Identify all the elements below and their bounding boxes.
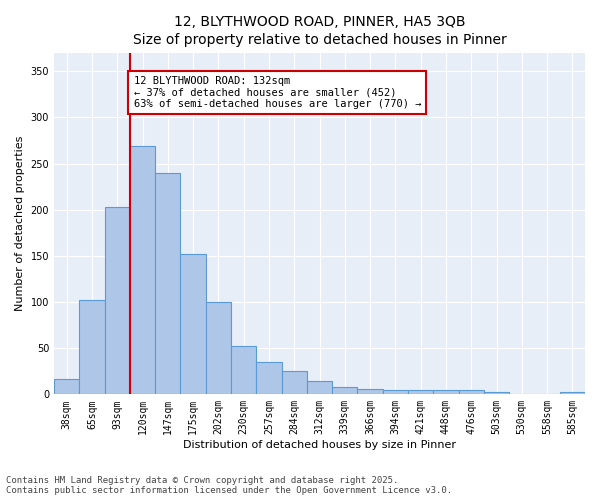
Bar bbox=[458, 390, 484, 394]
Bar bbox=[206, 302, 231, 394]
Title: 12, BLYTHWOOD ROAD, PINNER, HA5 3QB
Size of property relative to detached houses: 12, BLYTHWOOD ROAD, PINNER, HA5 3QB Size… bbox=[133, 15, 506, 48]
Bar bbox=[358, 389, 383, 394]
Bar bbox=[383, 390, 408, 394]
Bar bbox=[130, 146, 155, 394]
Bar bbox=[231, 346, 256, 395]
Bar bbox=[560, 392, 585, 394]
Y-axis label: Number of detached properties: Number of detached properties bbox=[15, 136, 25, 311]
Bar bbox=[256, 362, 281, 394]
Bar bbox=[104, 207, 130, 394]
Text: 12 BLYTHWOOD ROAD: 132sqm
← 37% of detached houses are smaller (452)
63% of semi: 12 BLYTHWOOD ROAD: 132sqm ← 37% of detac… bbox=[134, 76, 421, 109]
Bar bbox=[332, 387, 358, 394]
Text: Contains HM Land Registry data © Crown copyright and database right 2025.
Contai: Contains HM Land Registry data © Crown c… bbox=[6, 476, 452, 495]
Bar bbox=[484, 392, 509, 394]
Bar bbox=[408, 390, 433, 394]
Bar bbox=[155, 173, 181, 394]
X-axis label: Distribution of detached houses by size in Pinner: Distribution of detached houses by size … bbox=[183, 440, 456, 450]
Bar bbox=[281, 372, 307, 394]
Bar bbox=[181, 254, 206, 394]
Bar bbox=[433, 390, 458, 394]
Bar bbox=[307, 382, 332, 394]
Bar bbox=[54, 378, 79, 394]
Bar bbox=[79, 300, 104, 394]
